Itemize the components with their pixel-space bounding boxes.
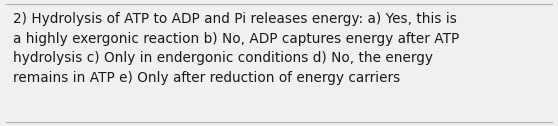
Text: 2) Hydrolysis of ATP to ADP and Pi releases energy: a) Yes, this is
a highly exe: 2) Hydrolysis of ATP to ADP and Pi relea… bbox=[13, 12, 459, 85]
